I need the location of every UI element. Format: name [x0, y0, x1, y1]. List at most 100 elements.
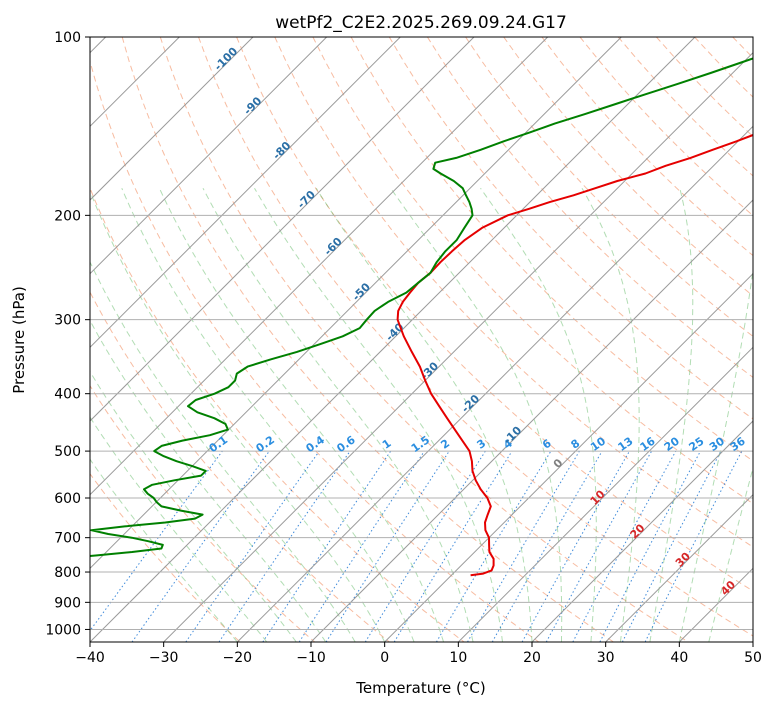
isotherm-line — [90, 37, 401, 349]
moist-adiabat — [254, 187, 503, 642]
moist-adiabat — [315, 187, 533, 642]
x-axis: −40 −30 −20 −10 0 10 20 30 40 50 — [75, 642, 762, 666]
y-tick-label: 100 — [54, 30, 81, 46]
moist-adiabat — [390, 187, 563, 642]
mixing-ratio-label: 2 — [438, 437, 452, 452]
plot-frame — [89, 36, 754, 643]
isotherm-line — [163, 51, 753, 642]
x-axis-label: Temperature (°C) — [355, 679, 485, 697]
x-tick-label: 10 — [449, 650, 467, 666]
isotherm-line — [90, 37, 475, 422]
mixing-ratio-label: 6 — [540, 437, 554, 452]
x-tick-label: −30 — [149, 650, 179, 666]
isotherm-line — [236, 125, 753, 642]
mixing-ratio-line — [572, 450, 677, 642]
y-tick-label: 600 — [54, 491, 81, 507]
y-axis: 100 200 300 400 500 600 700 800 900 1000 — [45, 30, 90, 638]
moist-adiabat — [158, 187, 445, 642]
isotherm-label: -70 — [295, 188, 318, 211]
isotherm-line — [384, 272, 753, 642]
moist-adiabat — [90, 416, 268, 642]
dry-adiabat — [121, 37, 614, 642]
isotherm-line — [605, 493, 753, 642]
x-tick-label: 30 — [597, 650, 615, 666]
isotherm-line — [90, 37, 696, 642]
moist-adiabat — [678, 265, 753, 642]
dry-adiabat — [350, 37, 753, 462]
isotherm-label: -80 — [270, 139, 293, 162]
chart-title: wetPf2_C2E2.2025.269.09.24.G17 — [275, 13, 567, 33]
isotherm-line — [752, 641, 753, 642]
isotherm-label: -100 — [212, 44, 241, 73]
dry-adiabat — [90, 472, 241, 642]
dry-adiabat — [541, 37, 753, 257]
y-tick-label: 900 — [54, 595, 81, 611]
isotherm-label: 30 — [673, 549, 693, 569]
mixing-ratio-line — [298, 450, 425, 642]
mixing-ratio-label: 3 — [475, 437, 489, 452]
isotherm-label: -50 — [350, 280, 373, 303]
temperature-line — [396, 133, 753, 577]
dry-adiabat — [274, 37, 753, 548]
x-tick-label: 50 — [744, 650, 762, 666]
dry-adiabat — [771, 37, 775, 642]
dry-adiabat — [732, 37, 753, 59]
dry-adiabat — [465, 37, 753, 338]
y-tick-label: 800 — [54, 565, 81, 581]
mixing-ratio-label: 0.1 — [207, 433, 230, 455]
mixing-ratio-line — [262, 450, 392, 642]
dry-adiabat — [90, 59, 540, 642]
isotherm-label: -60 — [322, 235, 345, 258]
mixing-ratio-label: 0.2 — [254, 433, 277, 455]
x-tick-label: 20 — [523, 650, 541, 666]
isotherm-line — [678, 567, 753, 642]
moist-adiabat — [90, 189, 386, 642]
mixing-ratio-line — [599, 450, 701, 642]
mixing-ratio-line — [364, 450, 486, 642]
mixing-ratio-label: 0.4 — [304, 433, 328, 455]
moist-adiabat — [480, 187, 597, 642]
isotherm-label: 40 — [718, 578, 738, 598]
isotherm-line — [310, 199, 753, 642]
x-tick-label: −20 — [223, 650, 253, 666]
moist-adiabat — [708, 466, 753, 642]
grid-lines — [90, 37, 753, 642]
isotherm-label: -90 — [241, 94, 264, 117]
moist-adiabat — [90, 370, 297, 642]
isotherm-label: 10 — [588, 487, 608, 507]
dry-adiabat — [694, 37, 753, 98]
isotherm-line — [531, 420, 753, 642]
moist-adiabat — [202, 187, 474, 642]
moist-adiabat — [90, 319, 327, 642]
isotherm-line — [90, 37, 328, 275]
dry-adiabat — [90, 186, 465, 642]
moist-adiabat — [649, 188, 694, 642]
mixing-ratio-line — [545, 450, 653, 642]
mixing-ratio-line — [90, 450, 223, 632]
x-tick-label: −10 — [296, 650, 326, 666]
y-tick-label: 200 — [54, 208, 81, 224]
y-tick-label: 700 — [54, 531, 81, 547]
isotherm-line — [457, 346, 753, 642]
mixing-ratio-line — [644, 450, 743, 642]
mixing-ratio-line — [218, 450, 351, 642]
x-tick-label: 0 — [380, 650, 389, 666]
moist-adiabat — [121, 188, 415, 642]
moist-adiabat — [581, 187, 640, 642]
mixing-ratio-line — [131, 450, 270, 642]
isotherm-line — [90, 37, 254, 201]
dry-adiabat — [656, 37, 753, 138]
y-tick-label: 1000 — [45, 622, 81, 638]
x-tick-label: 40 — [670, 650, 688, 666]
y-tick-label: 300 — [54, 313, 81, 329]
isotherm-line — [90, 37, 622, 570]
dry-adiabat — [426, 37, 753, 378]
y-axis-label: Pressure (hPa) — [10, 286, 28, 394]
dry-adiabat — [90, 384, 316, 642]
mixing-ratio-label: 8 — [569, 437, 583, 452]
mixing-ratio-line — [521, 450, 630, 642]
dry-adiabat — [388, 37, 753, 420]
isotherm-line — [90, 37, 549, 496]
y-tick-label: 500 — [54, 444, 81, 460]
x-tick-label: −40 — [75, 650, 105, 666]
